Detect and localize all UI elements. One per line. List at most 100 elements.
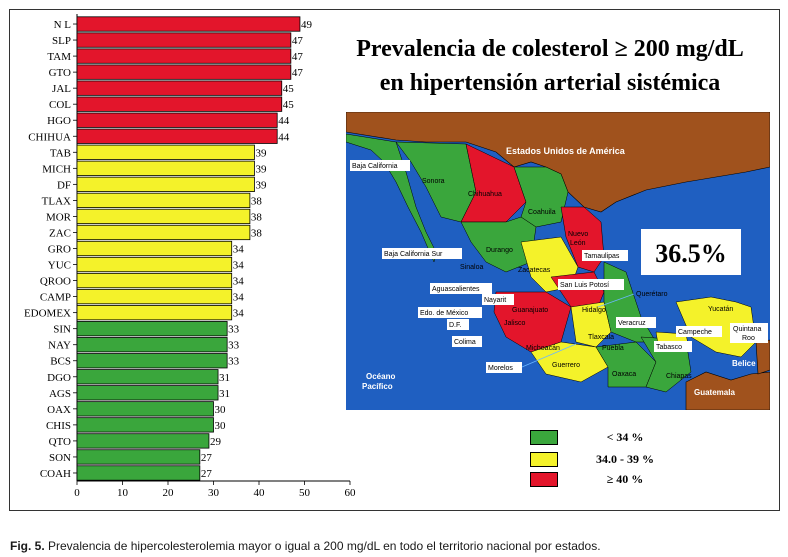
x-tick-label: 60 xyxy=(345,487,357,499)
figure-caption: Fig. 5. Prevalencia de hipercolesterolem… xyxy=(10,539,601,553)
bar-zac xyxy=(76,224,251,241)
category-label: GTO xyxy=(49,67,71,79)
data-label: 33 xyxy=(228,356,240,368)
category-label: CAMP xyxy=(40,292,71,304)
category-label: TAB xyxy=(50,147,71,159)
bar-tlax xyxy=(76,192,251,209)
x-tick-label: 10 xyxy=(117,487,129,499)
bar-dgo xyxy=(76,369,219,385)
bar-yuc xyxy=(76,256,233,273)
bar-qto xyxy=(76,433,210,449)
data-label: 49 xyxy=(301,19,313,31)
x-tick-label: 40 xyxy=(254,487,266,499)
bar-gro xyxy=(76,240,233,257)
category-label: CHIS xyxy=(46,420,71,432)
legend-label-low: < 34 % xyxy=(606,430,644,444)
mexico-map: Estados Unidos de América Baja Californi… xyxy=(346,112,770,410)
category-label: HGO xyxy=(47,115,71,127)
map-label-durango: Durango xyxy=(486,247,513,254)
data-label: 44 xyxy=(278,131,290,143)
map-label-tabasco: Tabasco xyxy=(656,344,682,351)
legend-item-low: < 34 % xyxy=(530,430,730,446)
map-label-campeche: Campeche xyxy=(678,329,712,336)
category-label: AGS xyxy=(49,388,71,400)
bar-hgo xyxy=(76,112,278,128)
x-tick-label: 0 xyxy=(74,487,80,499)
map-label-nuevo-leon-1: Nuevo xyxy=(568,231,588,238)
data-label: 39 xyxy=(255,163,267,175)
bar-oax xyxy=(76,401,214,417)
map-label-tlaxcala: Tlaxcala xyxy=(588,334,614,341)
bar-ags xyxy=(76,385,219,401)
bar-chihua xyxy=(76,128,278,144)
caption-text: Prevalencia de hipercolesterolemia mayor… xyxy=(44,539,601,553)
category-label: DF xyxy=(57,179,71,191)
category-label: EDOMEX xyxy=(24,308,71,320)
legend-swatch-high xyxy=(530,472,558,487)
bar-edomex xyxy=(76,305,233,321)
legend-swatch-mid xyxy=(530,452,558,467)
data-label: 29 xyxy=(210,436,222,448)
map-label-guerrero: Guerrero xyxy=(552,362,580,369)
category-label: TAM xyxy=(47,51,71,63)
bar-camp xyxy=(76,288,233,305)
map-label-sonora: Sonora xyxy=(422,178,445,185)
map-label-usa: Estados Unidos de América xyxy=(506,146,626,156)
data-label: 47 xyxy=(292,67,304,79)
data-label: 34 xyxy=(233,260,245,272)
category-label: SLP xyxy=(52,35,71,47)
map-label-tamaulipas: Tamaulipas xyxy=(584,253,620,260)
bar-sin xyxy=(76,321,228,337)
figure-frame xyxy=(9,9,780,511)
bar-nl xyxy=(76,16,301,32)
data-label: 39 xyxy=(255,179,267,191)
bar-bcs xyxy=(76,353,228,369)
map-label-oaxaca: Oaxaca xyxy=(612,371,636,378)
map-label-belice: Belice xyxy=(732,359,756,368)
data-label: 27 xyxy=(201,452,213,464)
chart-title-line-2: en hipertensión arterial sistémica xyxy=(379,70,721,96)
map-label-bcs: Baja California Sur xyxy=(384,251,443,258)
data-label: 33 xyxy=(228,324,240,336)
bar-son xyxy=(76,449,201,465)
category-label: QROO xyxy=(40,276,71,288)
category-label: MICH xyxy=(42,163,71,175)
map-label-veracruz: Veracruz xyxy=(618,320,646,327)
category-label: JAL xyxy=(52,83,71,95)
map-label-quintana-roo-2: Roo xyxy=(742,335,755,342)
bar-jal xyxy=(76,80,283,96)
map-label-queretaro: Querétaro xyxy=(636,291,668,298)
map-label-edomex: Edo. de México xyxy=(420,310,468,317)
caption-label: Fig. 5. xyxy=(10,539,45,553)
category-label: BCS xyxy=(50,356,71,368)
map-label-morelos: Morelos xyxy=(488,365,513,372)
bar-df xyxy=(76,176,255,192)
map-label-baja-california: Baja California xyxy=(352,163,398,170)
map-label-colima: Colima xyxy=(454,339,476,346)
category-label: OAX xyxy=(47,404,71,416)
map-label-guatemala: Guatemala xyxy=(694,388,735,397)
map-label-hidalgo: Hidalgo xyxy=(582,307,606,314)
category-label: YUC xyxy=(48,260,71,272)
chart-title-line-1: Prevalencia de colesterol ≥ 200 mg/dL xyxy=(356,36,744,62)
bar-nay xyxy=(76,337,228,353)
bar-slp xyxy=(76,32,292,48)
data-label: 39 xyxy=(255,147,267,159)
data-label: 45 xyxy=(283,99,295,111)
map-label-chiapas: Chiapas xyxy=(666,373,692,380)
data-label: 34 xyxy=(233,276,245,288)
map-label-ocean-2: Pacífico xyxy=(362,382,393,391)
map-label-chihuahua: Chihuahua xyxy=(468,191,502,198)
map-label-michoacan: Michoacán xyxy=(526,345,560,352)
baja-california-region xyxy=(346,133,437,263)
x-tick-label: 50 xyxy=(299,487,311,499)
data-label: 27 xyxy=(201,468,213,480)
bar-col xyxy=(76,96,283,112)
map-label-quintana-roo-1: Quintana xyxy=(733,326,762,333)
belice-region xyxy=(755,339,770,375)
legend-item-high: ≥ 40 % xyxy=(530,472,730,488)
data-label: 38 xyxy=(251,211,263,223)
category-label: COAH xyxy=(40,468,71,480)
map-label-yucatan: Yucatán xyxy=(708,306,733,313)
bar-mich xyxy=(76,160,255,176)
